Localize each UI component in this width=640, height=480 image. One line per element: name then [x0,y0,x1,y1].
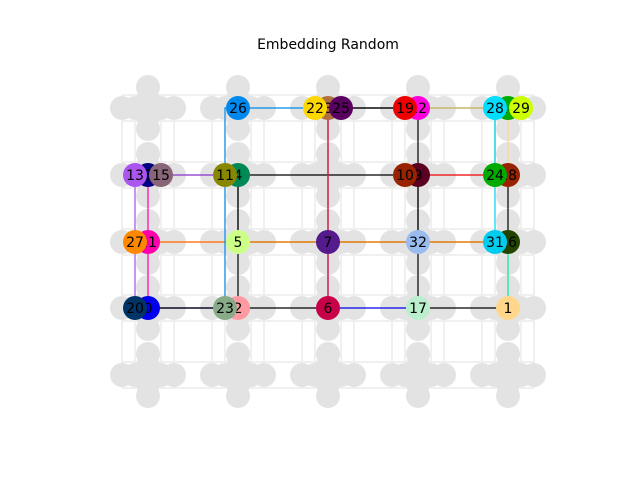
node-23 [213,296,237,320]
node-label-9: 9 [414,168,423,184]
node-label-20: 20 [126,301,144,317]
background-node [522,296,546,320]
node-19 [393,96,417,120]
background-node [316,384,340,408]
background-node [136,354,160,378]
node-28 [483,96,507,120]
background-node [252,363,276,387]
background-node [226,317,250,341]
node-label-6: 6 [324,301,333,317]
node-label-27: 27 [126,235,144,251]
node-label-28: 28 [486,101,504,117]
diagram-title: Embedding Random [257,37,399,53]
node-13 [123,163,147,187]
background-node [522,363,546,387]
node-27 [123,230,147,254]
background-node [496,384,520,408]
node-label-19: 19 [396,101,414,117]
node-label-3: 3 [144,168,153,184]
node-label-5: 5 [234,235,243,251]
node-15 [149,163,173,187]
background-node [406,317,430,341]
node-label-1: 1 [504,301,513,317]
node-label-32: 32 [409,235,427,251]
background-node [136,317,160,341]
node-label-2: 2 [234,301,243,317]
node-29 [509,96,533,120]
node-label-17: 17 [409,301,427,317]
node-label-11: 11 [216,168,234,184]
background-node [496,354,520,378]
background-node [522,163,546,187]
node-label-10: 10 [396,168,414,184]
node-6 [316,296,340,320]
background-node [316,354,340,378]
node-24 [483,163,507,187]
node-label-23: 23 [216,301,234,317]
background-node [522,230,546,254]
node-7 [316,230,340,254]
node-label-0: 0 [144,301,153,317]
background-node [342,363,366,387]
node-label-31: 31 [486,235,504,251]
background-node [496,317,520,341]
node-32 [406,230,430,254]
node-25 [329,96,353,120]
background-node [162,363,186,387]
node-label-15: 15 [152,168,170,184]
node-label-25: 25 [332,101,350,117]
node-10 [393,163,417,187]
background-node [316,317,340,341]
background-node [136,117,160,141]
node-label-13: 13 [126,168,144,184]
background-node [136,87,160,111]
background-node [406,384,430,408]
node-17 [406,296,430,320]
node-1 [496,296,520,320]
node-31 [483,230,507,254]
node-11 [213,163,237,187]
node-label-22: 22 [306,101,324,117]
background-node [226,354,250,378]
background-node [226,117,250,141]
background-node [406,354,430,378]
node-label-7: 7 [324,235,333,251]
node-label-8: 8 [324,101,333,117]
node-22 [303,96,327,120]
background-node [162,96,186,120]
node-label-26: 26 [229,101,247,117]
node-label-4: 4 [234,168,243,184]
node-layer: 0 123 456789101112131415161718192021222324… [123,96,533,320]
background-node [226,384,250,408]
node-label-24: 24 [486,168,504,184]
node-label-29: 29 [512,101,530,117]
node-5 [226,230,250,254]
background-node [432,363,456,387]
background-node [136,384,160,408]
node-20 [123,296,147,320]
node-26 [226,96,250,120]
